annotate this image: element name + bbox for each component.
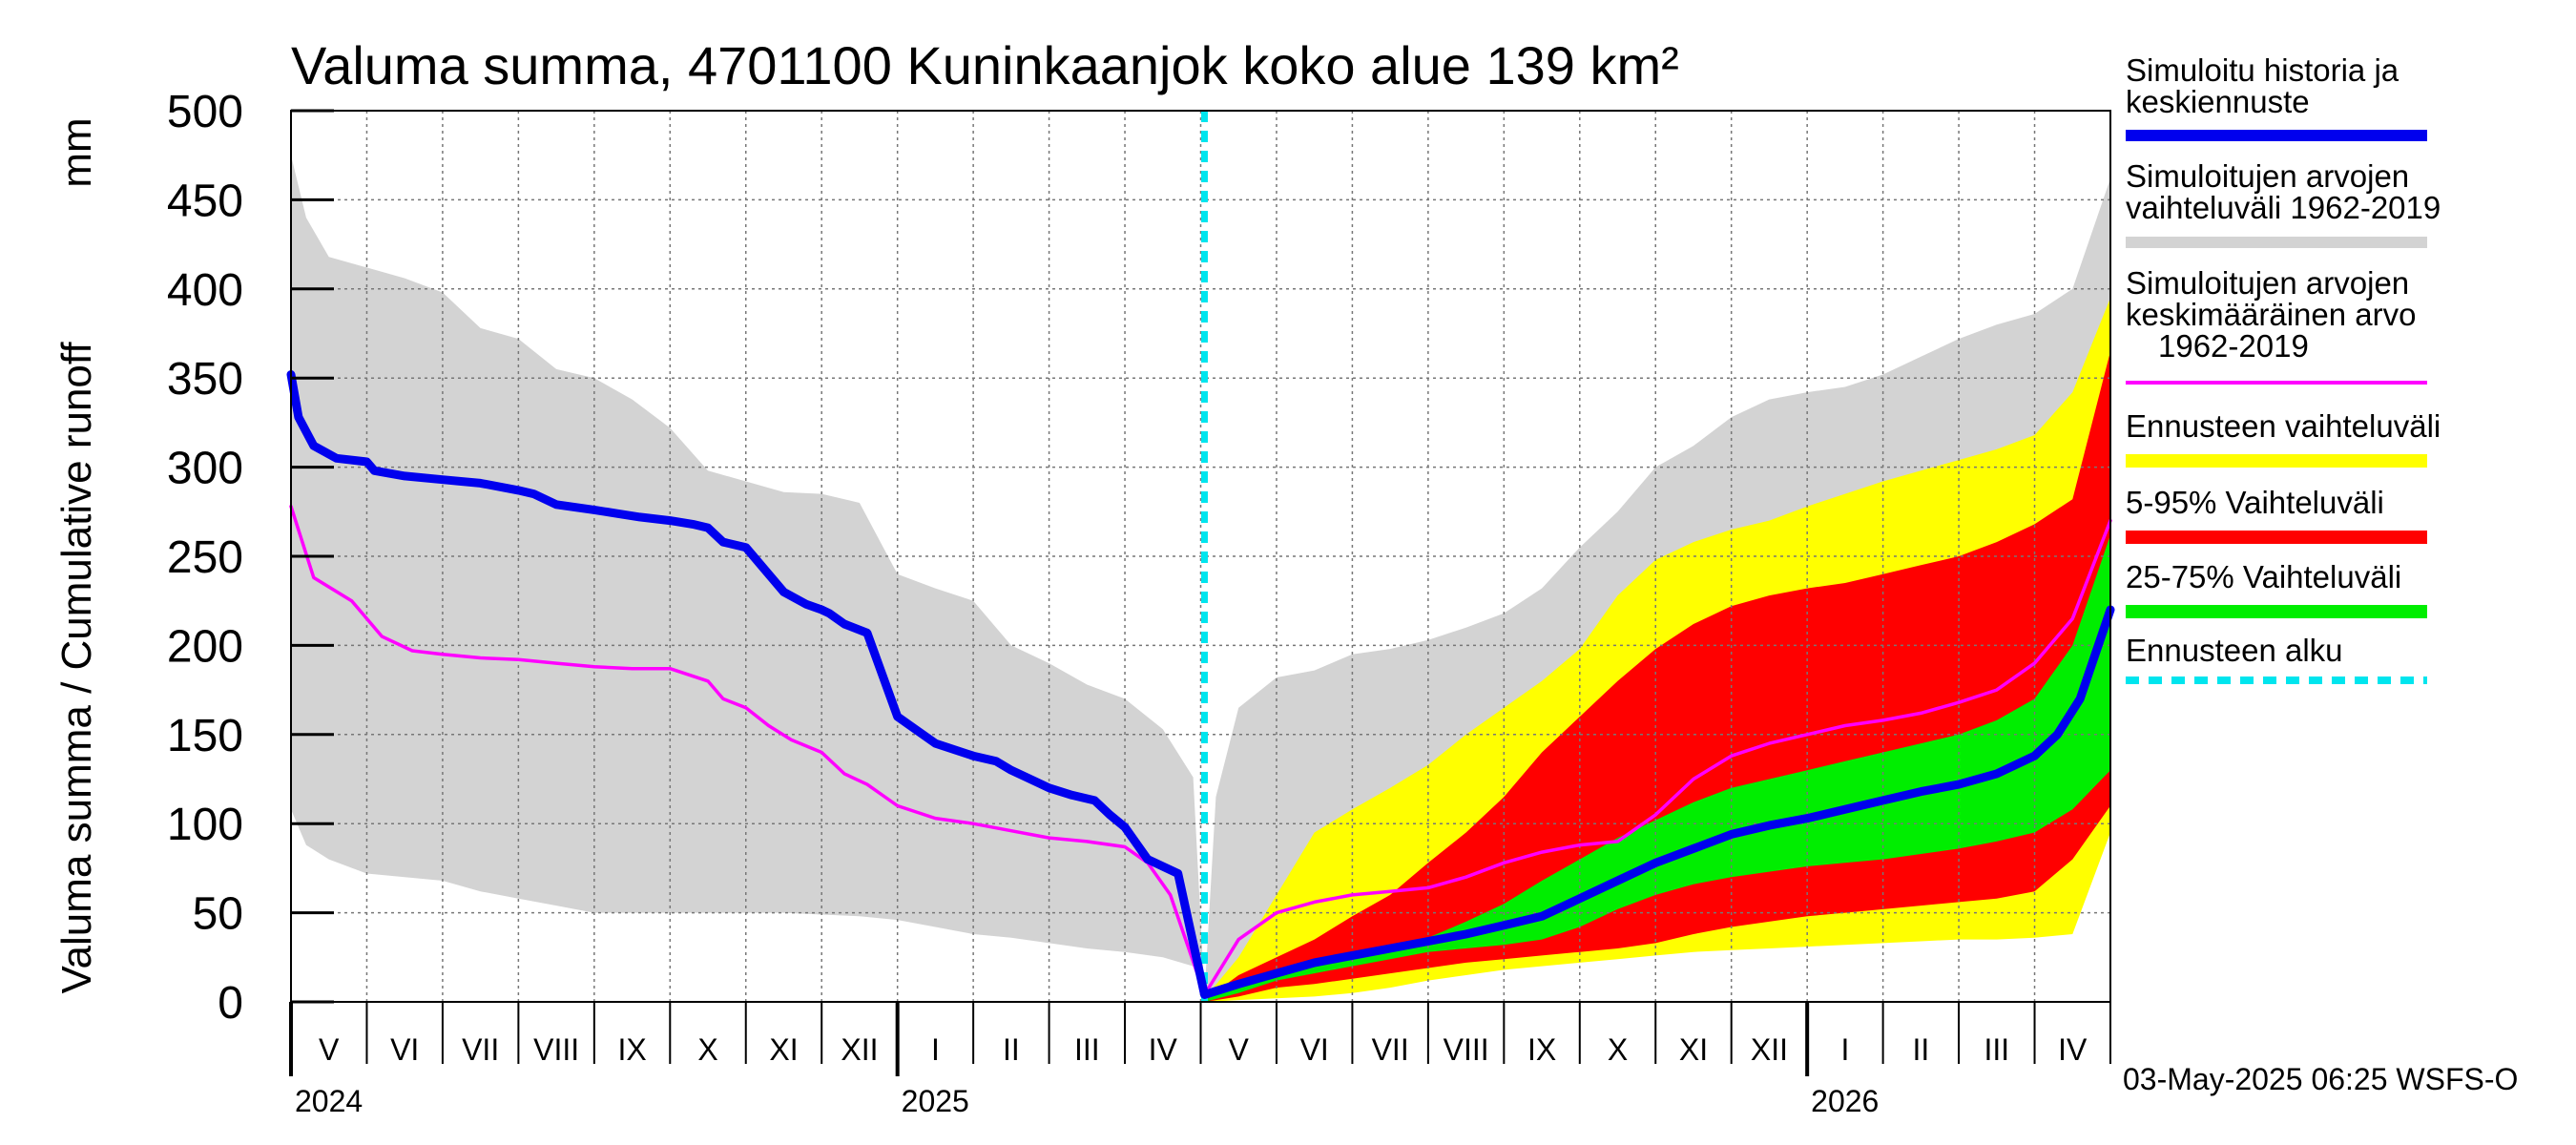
- y-tick-label-5: 250: [167, 532, 243, 583]
- y-axis-unit: mm: [53, 117, 100, 187]
- y-tick-label-7: 350: [167, 354, 243, 405]
- y-tick-label-8: 400: [167, 265, 243, 316]
- y-tick-label-3: 150: [167, 711, 243, 761]
- legend-label-forecast-start: Ennusteen alku: [2126, 633, 2343, 668]
- month-label-10: III: [1074, 1032, 1100, 1067]
- legend-label-mean-3: 1962-2019: [2158, 328, 2309, 364]
- month-label-14: VII: [1372, 1032, 1409, 1067]
- legend-label-range-1: Simuloitujen arvojen: [2126, 158, 2409, 194]
- month-label-6: XI: [769, 1032, 798, 1067]
- y-tick-label-2: 100: [167, 800, 243, 850]
- year-label-1: 2025: [902, 1084, 969, 1118]
- month-label-11: IV: [1149, 1032, 1178, 1067]
- month-label-20: I: [1840, 1032, 1849, 1067]
- month-label-16: IX: [1527, 1032, 1556, 1067]
- legend-label-5-95: 5-95% Vaihteluväli: [2126, 485, 2384, 520]
- axis-layer: 0 50 100 150 200 250 300 350 400 450 500 2024 2025 20…: [167, 87, 2111, 1118]
- y-tick-label-1: 50: [193, 889, 243, 940]
- y-axis-label: Valuma summa / Cumulative runoff: [53, 342, 100, 994]
- month-label-21: II: [1912, 1032, 1929, 1067]
- y-tick-label-10: 500: [167, 87, 243, 137]
- legend-swatch-mean: [2126, 381, 2427, 385]
- legend: Simuloitu historia ja keskiennuste Simul…: [2126, 52, 2441, 684]
- month-label-17: X: [1608, 1032, 1628, 1067]
- year-label-0: 2024: [295, 1084, 363, 1118]
- series-line-0: [286, 370, 2115, 999]
- month-label-22: III: [1984, 1032, 2009, 1067]
- month-label-5: X: [697, 1032, 717, 1067]
- legend-label-forecast-range: Ennusteen vaihteluväli: [2126, 408, 2441, 444]
- legend-swatch-forecast-range: [2126, 454, 2427, 468]
- timestamp: 03-May-2025 06:25 WSFS-O: [2123, 1062, 2518, 1096]
- month-label-2: VII: [462, 1032, 499, 1067]
- y-tick-label-4: 200: [167, 621, 243, 672]
- month-label-15: VIII: [1444, 1032, 1489, 1067]
- legend-label-25-75: 25-75% Vaihteluväli: [2126, 559, 2401, 594]
- legend-label-mean-2: keskimääräinen arvo: [2126, 297, 2416, 332]
- y-tick-label-0: 0: [218, 978, 243, 1029]
- legend-label-history-1: Simuloitu historia ja: [2126, 52, 2399, 88]
- legend-swatch-5-95: [2126, 531, 2427, 544]
- legend-swatch-range: [2126, 237, 2427, 248]
- year-label-2: 2026: [1811, 1084, 1879, 1118]
- month-label-12: V: [1229, 1032, 1250, 1067]
- month-label-1: VI: [390, 1032, 419, 1067]
- series-layer: [286, 111, 2115, 1002]
- month-label-8: I: [931, 1032, 940, 1067]
- month-label-23: IV: [2058, 1032, 2088, 1067]
- band-3: [1204, 534, 2110, 1002]
- month-label-13: VI: [1300, 1032, 1329, 1067]
- month-label-9: II: [1003, 1032, 1020, 1067]
- y-tick-label-9: 450: [167, 176, 243, 226]
- legend-label-history-2: keskiennuste: [2126, 84, 2310, 119]
- month-label-3: VIII: [533, 1032, 579, 1067]
- legend-swatch-history: [2126, 130, 2427, 141]
- month-label-19: XII: [1751, 1032, 1788, 1067]
- legend-label-mean-1: Simuloitujen arvojen: [2126, 265, 2409, 301]
- series-line-1: [289, 504, 2112, 997]
- month-label-4: IX: [617, 1032, 646, 1067]
- month-label-18: XI: [1679, 1032, 1708, 1067]
- chart-title: Valuma summa, 4701100 Kuninkaanjok koko …: [291, 35, 1679, 95]
- month-label-0: V: [319, 1032, 340, 1067]
- legend-label-range-2: vaihteluväli 1962-2019: [2126, 190, 2441, 225]
- legend-swatch-25-75: [2126, 605, 2427, 618]
- y-tick-label-6: 300: [167, 444, 243, 494]
- month-label-7: XII: [841, 1032, 878, 1067]
